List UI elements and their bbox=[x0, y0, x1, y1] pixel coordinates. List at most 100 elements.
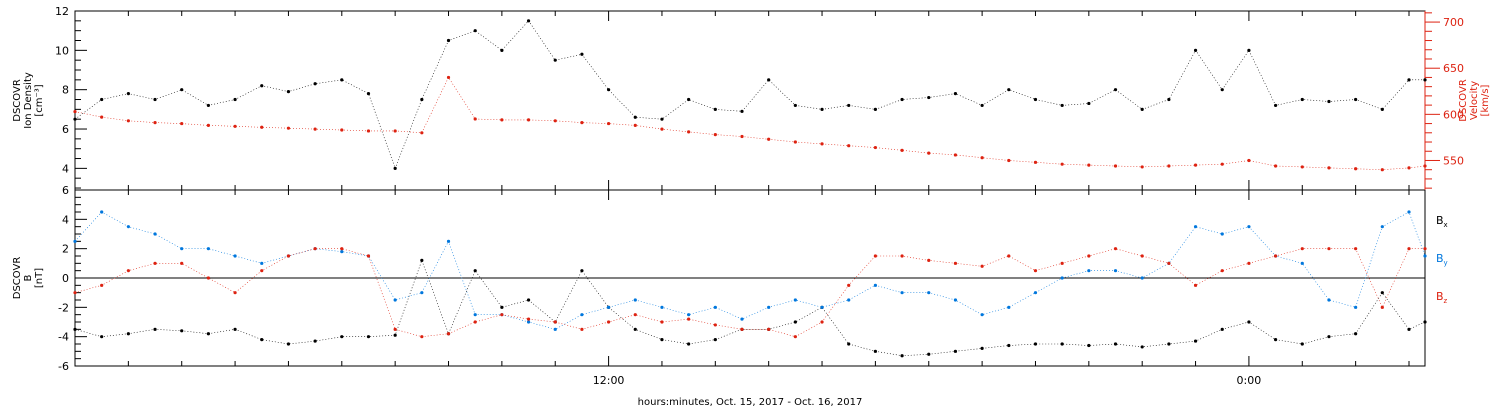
b-field-point-0-22 bbox=[660, 338, 664, 342]
density-velocity-point-1-9 bbox=[313, 127, 317, 131]
density-velocity-point-0-29 bbox=[847, 103, 851, 108]
b-field-point-2-15 bbox=[473, 320, 477, 324]
y-tick-label: 12 bbox=[55, 5, 69, 18]
b-field-point-1-25 bbox=[740, 317, 744, 321]
density-velocity-point-0-30 bbox=[873, 107, 877, 111]
b-field-point-0-10 bbox=[340, 335, 344, 339]
density-velocity-point-1-13 bbox=[420, 131, 424, 135]
density-velocity-point-1-28 bbox=[820, 142, 824, 146]
b-field-point-0-40 bbox=[1140, 345, 1144, 349]
b-field-point-0-33 bbox=[953, 349, 958, 353]
b-field-point-1-3 bbox=[153, 232, 157, 236]
b-field-point-1-23 bbox=[687, 313, 691, 317]
density-velocity-point-1-36 bbox=[1033, 160, 1038, 164]
b-field-point-1-18 bbox=[553, 327, 557, 331]
density-velocity-point-1-48 bbox=[1354, 167, 1358, 171]
b-field-point-2-5 bbox=[206, 276, 210, 280]
x-axis-label: hours:minutes, Oct. 15, 2017 - Oct. 16, … bbox=[638, 397, 863, 408]
density-velocity-point-1-4 bbox=[180, 121, 184, 126]
density-velocity-point-0-25 bbox=[740, 109, 744, 113]
b-field-point-1-46 bbox=[1300, 261, 1304, 265]
density-velocity-point-1-22 bbox=[660, 127, 664, 131]
density-velocity-point-1-16 bbox=[500, 118, 504, 122]
density-velocity-point-1-6 bbox=[233, 124, 237, 128]
b-field-point-0-39 bbox=[1113, 342, 1118, 346]
b-field-point-2-24 bbox=[713, 323, 717, 327]
b-field-point-0-36 bbox=[1033, 342, 1038, 346]
density-velocity-point-0-10 bbox=[340, 78, 344, 82]
density-velocity-point-1-41 bbox=[1167, 164, 1171, 168]
y-axis-label-line: [cm⁻³] bbox=[34, 84, 45, 116]
y-tick-label: 6 bbox=[62, 184, 69, 197]
y-axis-label-line: [nT] bbox=[34, 268, 45, 288]
y-right-tick-label: 550 bbox=[1443, 154, 1464, 167]
b-field-point-0-12 bbox=[393, 333, 397, 337]
b-field-point-0-29 bbox=[847, 342, 851, 346]
series-line-bottom-2 bbox=[74, 248, 1425, 338]
b-field-point-0-34 bbox=[980, 346, 984, 350]
b-field-point-2-12 bbox=[393, 327, 397, 331]
b-field-point-1-4 bbox=[180, 247, 184, 251]
series-line-bottom-1 bbox=[74, 211, 1426, 330]
density-velocity-point-0-9 bbox=[313, 82, 317, 86]
density-velocity-point-1-43 bbox=[1220, 162, 1224, 166]
density-velocity-point-0-39 bbox=[1113, 88, 1118, 92]
density-velocity-point-0-43 bbox=[1220, 88, 1224, 92]
density-velocity-point-1-40 bbox=[1140, 165, 1144, 169]
density-velocity-point-1-31 bbox=[900, 148, 904, 152]
b-field-point-0-17 bbox=[526, 298, 531, 302]
y-axis-label-line: B bbox=[23, 274, 34, 281]
b-field-point-2-35 bbox=[1007, 254, 1011, 258]
density-velocity-point-0-44 bbox=[1247, 48, 1251, 52]
b-field-point-2-44 bbox=[1247, 261, 1251, 265]
density-velocity-point-1-46 bbox=[1300, 165, 1304, 169]
legend-subscript: y bbox=[1444, 259, 1448, 267]
b-field-point-1-48 bbox=[1354, 305, 1358, 309]
density-velocity-point-1-19 bbox=[580, 121, 584, 125]
b-field-point-0-38 bbox=[1087, 343, 1091, 348]
b-field-point-1-0 bbox=[73, 239, 77, 243]
density-velocity-point-1-5 bbox=[206, 123, 210, 128]
y-tick-label: 10 bbox=[55, 44, 69, 57]
density-velocity-point-0-11 bbox=[366, 92, 371, 96]
b-field-point-0-35 bbox=[1007, 343, 1011, 348]
b-field-point-0-41 bbox=[1167, 342, 1171, 346]
b-field-point-2-49 bbox=[1380, 305, 1384, 309]
b-field-point-1-36 bbox=[1033, 291, 1038, 295]
b-field-point-2-3 bbox=[153, 261, 157, 265]
b-field-point-1-42 bbox=[1193, 225, 1198, 229]
b-field-point-1-27 bbox=[793, 298, 797, 302]
density-velocity-point-0-37 bbox=[1060, 103, 1064, 108]
b-field-point-2-16 bbox=[500, 313, 504, 317]
density-velocity-point-0-50 bbox=[1407, 78, 1411, 82]
b-field-point-2-18 bbox=[553, 320, 557, 324]
b-field-point-0-16 bbox=[500, 305, 504, 309]
density-velocity-point-0-28 bbox=[820, 107, 824, 111]
b-field-point-0-51 bbox=[1423, 320, 1427, 324]
y-tick-label: 8 bbox=[62, 84, 69, 97]
y-axis-label-group: DSCOVR Ion Density [cm⁻³] bbox=[12, 72, 45, 129]
b-field-point-2-4 bbox=[180, 261, 184, 265]
b-field-point-2-30 bbox=[873, 254, 877, 258]
density-velocity-point-0-18 bbox=[553, 58, 557, 62]
b-field-point-2-51 bbox=[1423, 247, 1427, 251]
b-field-point-0-13 bbox=[420, 258, 424, 262]
b-field-point-0-24 bbox=[713, 338, 717, 342]
density-velocity-point-0-46 bbox=[1300, 97, 1304, 102]
b-field-point-0-45 bbox=[1273, 338, 1278, 342]
b-field-point-1-29 bbox=[847, 298, 851, 302]
density-velocity-point-0-22 bbox=[660, 117, 664, 121]
b-field-point-2-17 bbox=[526, 317, 531, 321]
b-field-point-0-21 bbox=[633, 327, 637, 331]
b-field-point-2-38 bbox=[1087, 254, 1091, 258]
b-field-point-0-50 bbox=[1407, 327, 1411, 331]
density-velocity-point-0-19 bbox=[580, 52, 584, 56]
b-field-point-0-7 bbox=[260, 338, 264, 342]
b-field-point-2-27 bbox=[793, 335, 797, 339]
b-field-point-1-12 bbox=[393, 298, 397, 302]
b-field-point-2-9 bbox=[313, 247, 317, 251]
series-line-top-0 bbox=[74, 20, 1425, 170]
b-field-point-2-22 bbox=[660, 320, 664, 324]
b-field-point-2-25 bbox=[740, 327, 744, 331]
b-field-point-1-33 bbox=[953, 298, 958, 302]
